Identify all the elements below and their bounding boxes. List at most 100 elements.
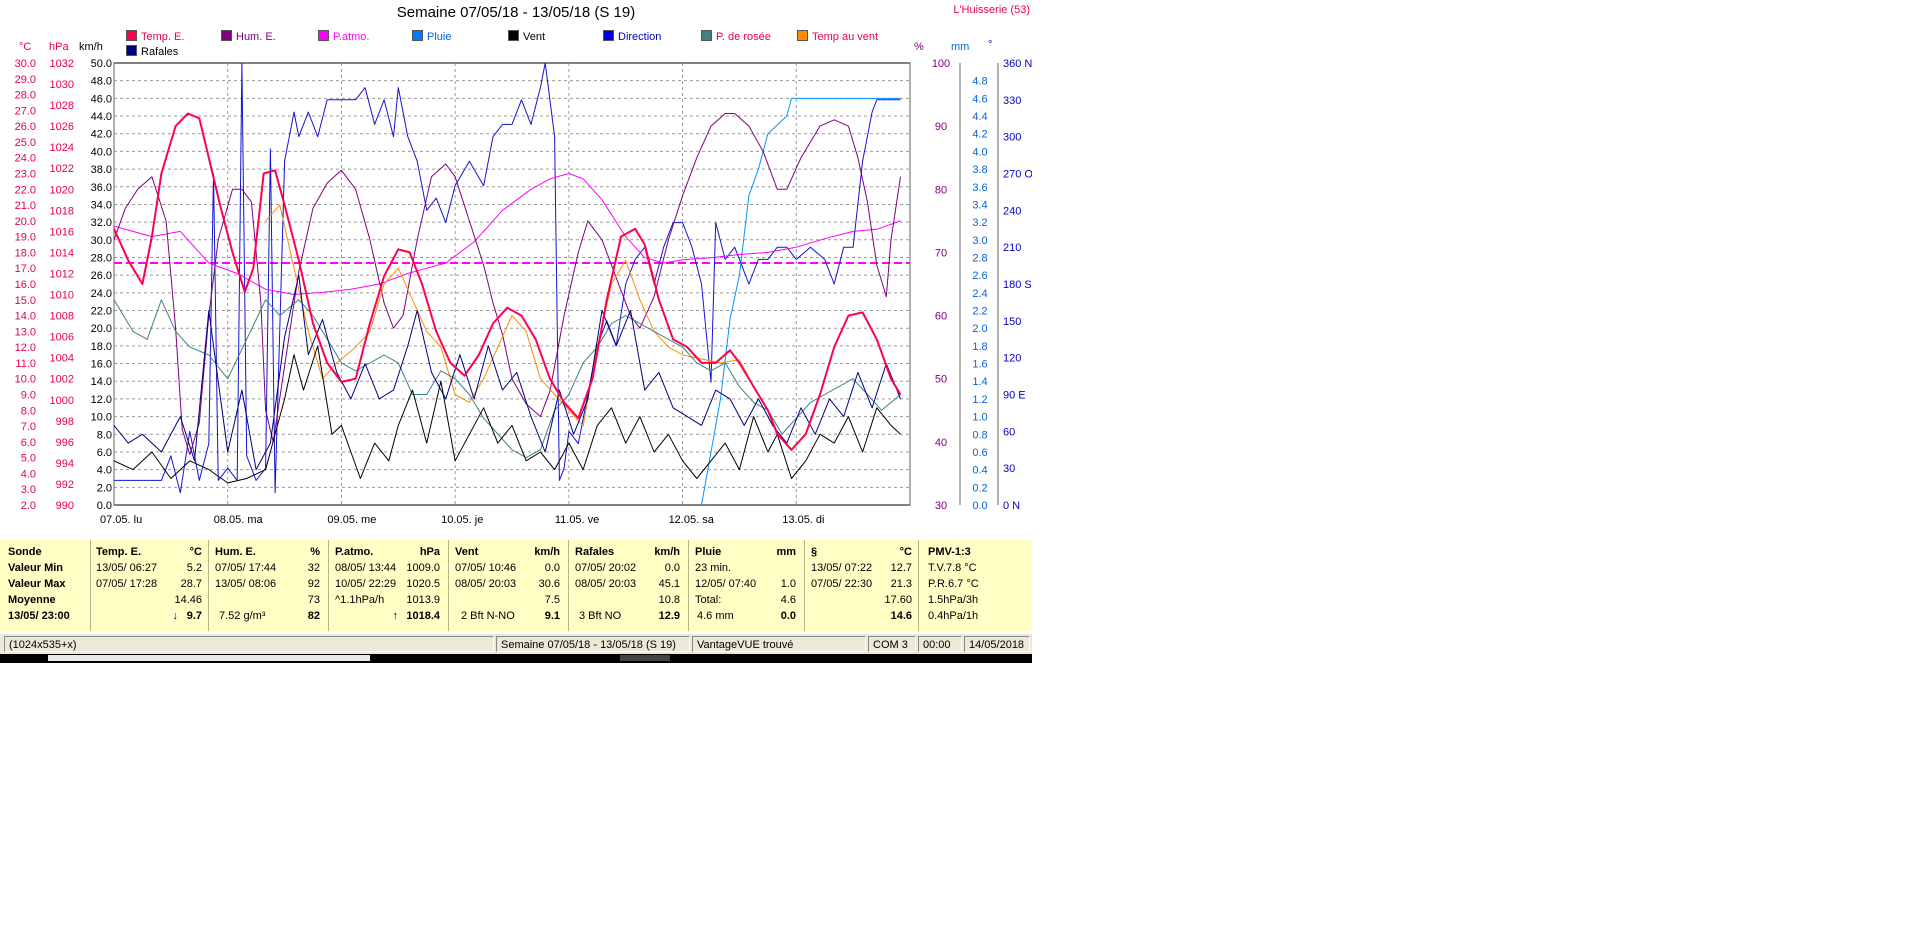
wind-axis-unit: km/h (79, 41, 103, 53)
temp-max-time: 07/05/ 17:28 (96, 578, 158, 590)
wind-axis-tick: 46.0 (91, 93, 112, 105)
legend-swatch (318, 30, 329, 41)
legend-item-rafales[interactable]: Rafales (126, 45, 178, 58)
progress-strip (0, 654, 1032, 663)
legend-item-vent[interactable]: Vent (508, 30, 545, 43)
legend-item-pluie[interactable]: Pluie (412, 30, 451, 43)
row-label-min: Valeur Min (8, 562, 64, 574)
legend-item-temp-au-vent[interactable]: Temp au vent (797, 30, 878, 43)
temp-axis-tick: 11.0 (15, 358, 36, 370)
rain-axis-tick: 2.0 (972, 323, 987, 335)
x-axis-label: 11.05. ve (555, 514, 599, 526)
legend-swatch (221, 30, 232, 41)
status-port: COM 3 (868, 636, 916, 652)
legend-item-p-atmo[interactable]: P.atmo. (318, 30, 370, 43)
temp-axis-tick: 13.0 (15, 326, 36, 338)
rosee-min-time: 13/05/ 07:22 (811, 562, 873, 574)
status-size: (1024x535+x) (4, 636, 494, 652)
temp-axis-tick: 22.0 (15, 184, 36, 196)
press-max: 1020.5 (406, 578, 440, 590)
rain-axis-tick: 3.6 (972, 182, 987, 194)
status-device: VantageVUE trouvé (692, 636, 866, 652)
vent-unit: km/h (534, 546, 560, 558)
humidity-axis-tick: 90 (935, 121, 947, 133)
strip-segment-light (48, 655, 370, 661)
vent-beaufort: 2 Bft N-NO (461, 610, 515, 622)
humidity-axis-tick: 40 (935, 437, 947, 449)
rain-axis-tick: 0.2 (972, 482, 987, 494)
hum-absolute: 7.52 g/m³ (219, 610, 266, 622)
wind-axis-tick: 38.0 (91, 164, 112, 176)
rain-axis-tick: 1.8 (972, 341, 987, 353)
legend-swatch (603, 30, 614, 41)
rafales-unit: km/h (654, 546, 680, 558)
legend-item-temp-e[interactable]: Temp. E. (126, 30, 184, 43)
pluie-sum: 4.6 mm (697, 610, 734, 622)
wind-axis-tick: 48.0 (91, 76, 112, 88)
weather-window: 30.0 29.0 28.0 27.0 26.0 25.0 24.0 23.0 22.0 21.0… (0, 0, 1032, 663)
x-axis-label: 10.05. je (441, 514, 483, 526)
temp-axis-tick: 9.0 (21, 390, 36, 402)
direction-axis-tick: 180 S (1003, 279, 1032, 291)
rain-axis-tick: 3.2 (972, 217, 987, 229)
rain-axis-tick: 2.8 (972, 252, 987, 264)
vent-max: 30.6 (538, 578, 560, 590)
hum-min: 32 (307, 562, 320, 574)
legend-label: Temp au vent (812, 31, 879, 43)
rain-axis-tick: 4.8 (972, 76, 987, 88)
press-min-time: 08/05/ 13:44 (335, 562, 397, 574)
rafales-beaufort: 3 Bft NO (579, 610, 622, 622)
humidity-axis-tick: 70 (935, 247, 947, 259)
pressure-axis-tick: 1032 (50, 58, 74, 70)
temp-avg: 14.46 (174, 594, 202, 606)
wind-axis-tick: 24.0 (91, 288, 112, 300)
vent-avg: 7.5 (544, 594, 560, 606)
temp-axis-tick: 6.0 (21, 437, 36, 449)
x-axis-label: 13.05. di (782, 514, 824, 526)
series-p-de-ros-e (113, 299, 901, 459)
rain-axis-tick: 4.0 (972, 146, 987, 158)
temp-axis-tick: 19.0 (15, 232, 36, 244)
status-time: 00:00 (918, 636, 962, 652)
direction-axis-tick: 0 N (1003, 500, 1020, 512)
rain-axis-tick: 1.4 (972, 376, 987, 388)
wind-axis-tick: 14.0 (91, 376, 112, 388)
legend-item-direction[interactable]: Direction (603, 30, 661, 43)
direction-axis-tick: 240 (1003, 205, 1021, 217)
wind-axis-tick: 26.0 (91, 270, 112, 282)
wind-axis-tick: 32.0 (91, 217, 112, 229)
temp-axis-tick: 23.0 (15, 169, 36, 181)
legend-swatch (508, 30, 519, 41)
humidity-axis-tick: 60 (935, 311, 947, 323)
rosee-min: 12.7 (890, 562, 912, 574)
temp-axis-tick: 29.0 (15, 74, 36, 86)
pluie-unit: mm (776, 546, 796, 558)
pluie-total-label: Total: (695, 594, 722, 606)
temp-axis-unit: °C (19, 41, 32, 53)
press-trend-text: ^1.1hPa/h (335, 594, 385, 606)
wind-axis-tick: 50.0 (91, 58, 112, 70)
temp-axis-tick: 14.0 (15, 311, 36, 323)
stats-col-rosee: § °C 13/05/ 07:22 12.7 07/05/ 22:30 21.3 17… (804, 540, 918, 631)
rain-axis-tick: 2.6 (972, 270, 987, 282)
press-current: 1018.4 (406, 610, 440, 622)
temp-axis-tick: 24.0 (15, 153, 36, 165)
pressure-axis-tick: 1018 (50, 205, 74, 217)
pmv-row-3: 1.5hPa/3h (928, 594, 979, 606)
hum-min-time: 07/05/ 17:44 (215, 562, 277, 574)
legend-swatch (126, 45, 137, 56)
legend-item-p-de-ros-e[interactable]: P. de rosée (701, 30, 771, 43)
legend-label: P.atmo. (333, 31, 370, 43)
direction-axis-tick: 210 (1003, 242, 1021, 254)
pressure-axis-tick: 1000 (50, 395, 74, 407)
temp-axis-tick: 28.0 (15, 90, 36, 102)
vent-header: Vent (455, 546, 479, 558)
temp-axis-tick: 5.0 (21, 453, 36, 465)
wind-axis-tick: 42.0 (91, 129, 112, 141)
legend-label: Hum. E. (236, 31, 276, 43)
stats-col-press: P.atmo. hPa 08/05/ 13:44 1009.0 10/05/ 22:… (328, 540, 448, 631)
legend-item-hum-e[interactable]: Hum. E. (221, 30, 276, 43)
stats-col-rafales: Rafales km/h 07/05/ 20:02 0.0 08/05/ 20:03… (568, 540, 688, 631)
stats-col-pluie: Pluie mm 23 min. 12/05/ 07:40 1.0 Total: 4.… (688, 540, 804, 631)
temp-min-time: 13/05/ 06:27 (96, 562, 158, 574)
